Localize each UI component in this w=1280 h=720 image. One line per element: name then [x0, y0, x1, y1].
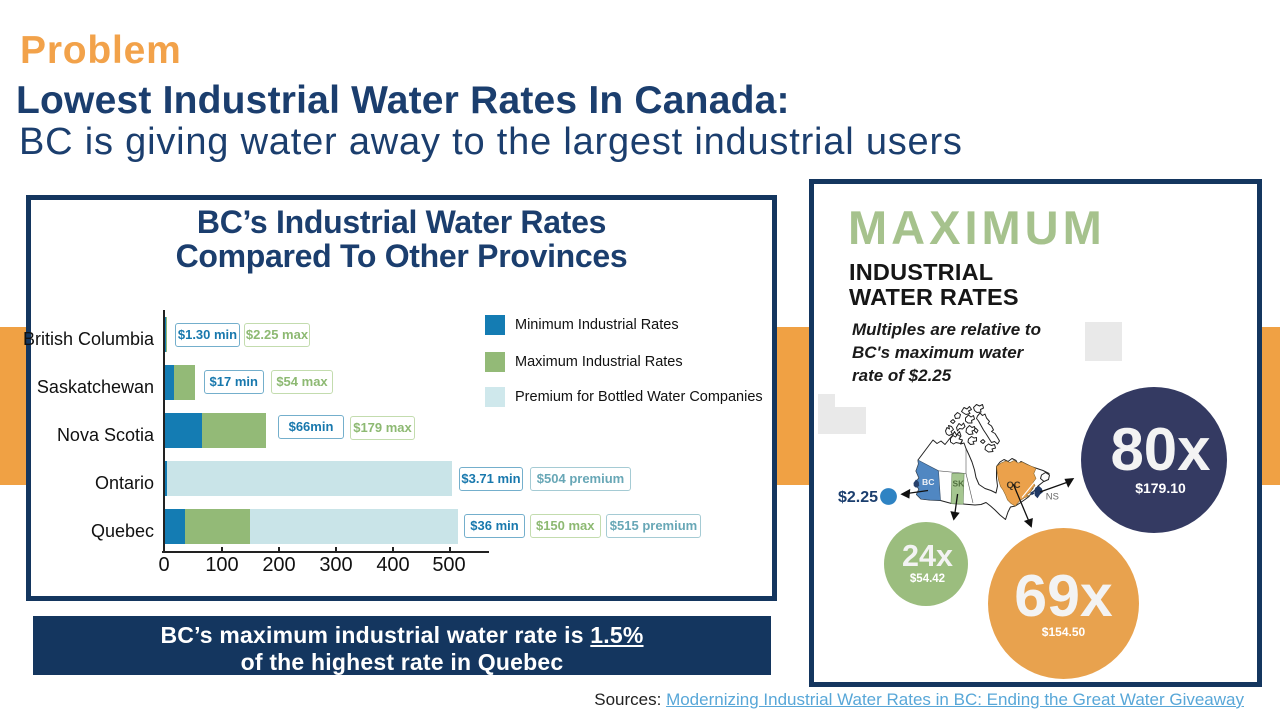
svg-text:BC: BC: [922, 477, 934, 487]
svg-text:NS: NS: [1046, 491, 1059, 502]
svg-text:SK: SK: [953, 478, 965, 488]
